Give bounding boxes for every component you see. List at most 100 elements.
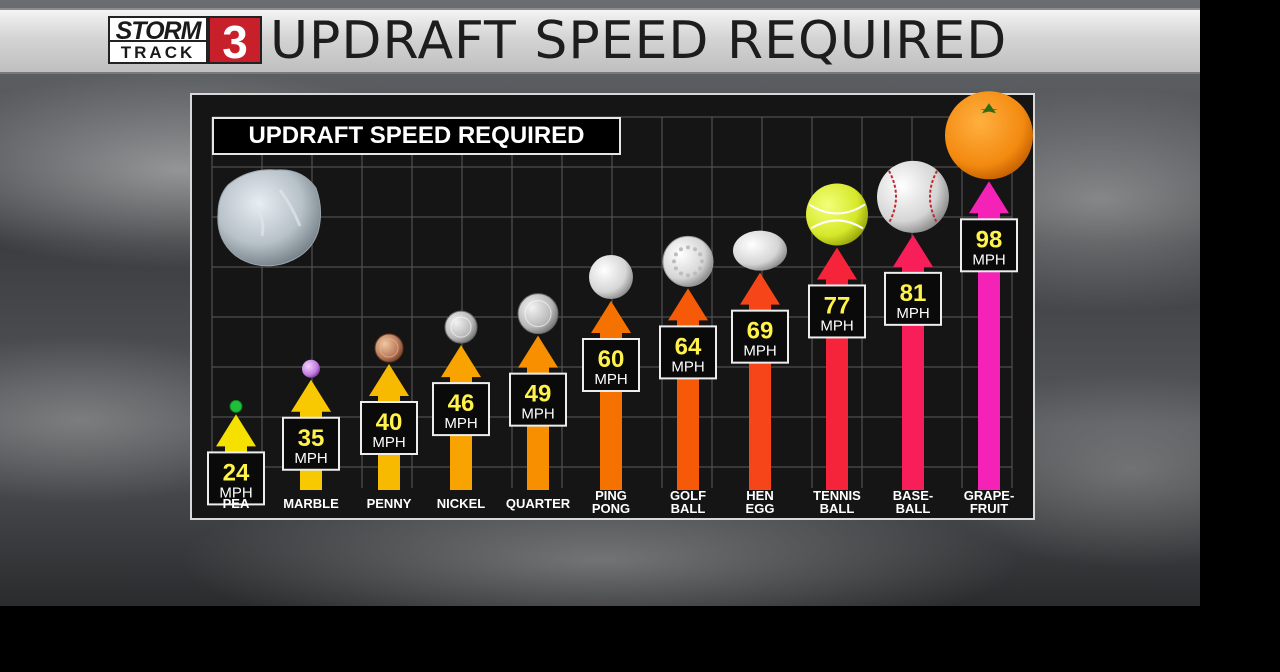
category-label: NICKEL (437, 496, 485, 511)
chart-title: UPDRAFT SPEED REQUIRED (212, 117, 621, 155)
bar-arrow-head (591, 301, 631, 333)
category-label: BASE- (893, 488, 933, 503)
bar-arrow-head (441, 345, 481, 378)
value-label-box (884, 271, 942, 326)
value-unit: MPH (972, 251, 1005, 268)
quarter-icon (517, 293, 559, 335)
pea-icon (229, 399, 243, 413)
category-label: MARBLE (283, 496, 339, 511)
golf-ball-icon (662, 235, 714, 287)
value-number: 77 (824, 292, 851, 319)
grapefruit-icon (945, 91, 1033, 180)
value-unit: MPH (743, 343, 776, 360)
header-banner: STORM TRACK 3 UPDRAFT SPEED REQUIRED (0, 8, 1200, 74)
storm-track-3-logo: STORM TRACK 3 (108, 16, 262, 66)
side-bar (1200, 0, 1280, 672)
category-label: HEN (746, 488, 773, 503)
category-label: PING (595, 488, 627, 503)
bar-arrow-head (369, 364, 409, 396)
value-unit: MPH (294, 450, 327, 467)
penny-icon (374, 333, 404, 363)
letterbox-bar (0, 606, 1280, 672)
chart-marks: 24MPHPEA35MPHMARBLE40MPHPENNY46MPHNICKEL… (207, 91, 1033, 516)
bar-arrow-head (817, 247, 857, 280)
value-label-box (432, 382, 490, 437)
value-unit: MPH (594, 371, 627, 388)
value-unit: MPH (219, 484, 252, 501)
value-number: 24 (223, 459, 250, 486)
bar-arrow-head (291, 379, 331, 412)
value-unit: MPH (820, 317, 853, 334)
value-number: 49 (525, 381, 552, 408)
bar-arrow-head (740, 272, 780, 305)
value-number: 81 (900, 280, 927, 307)
hen-egg-icon (733, 230, 787, 271)
category-label: BALL (896, 501, 931, 516)
value-label-box (582, 338, 640, 392)
logo-track-text: TRACK (108, 42, 208, 64)
logo-storm-text: STORM (108, 16, 208, 44)
category-label: EGG (746, 501, 775, 516)
value-label-box (360, 401, 418, 455)
ping-pong-icon (589, 255, 633, 299)
hailstone-icon (217, 169, 322, 267)
category-label: PEA (223, 496, 250, 511)
value-unit: MPH (896, 305, 929, 322)
value-number: 69 (747, 318, 774, 345)
category-label: BALL (820, 501, 855, 516)
value-number: 40 (376, 409, 403, 436)
nickel-icon (444, 310, 478, 344)
value-label-box (207, 451, 265, 506)
tennis-ball-icon (806, 183, 868, 246)
value-label-box (282, 416, 340, 471)
category-label: GRAPE- (964, 488, 1015, 503)
value-unit: MPH (444, 415, 477, 432)
value-label-box (509, 372, 567, 427)
category-label: PONG (592, 501, 630, 516)
bar-arrow-head (216, 414, 256, 447)
value-label-box (960, 218, 1018, 273)
category-label: PENNY (367, 496, 412, 511)
baseball-icon (877, 160, 949, 233)
bar-arrow-head (668, 288, 708, 321)
bar-arrow-head (969, 181, 1009, 214)
category-label: FRUIT (970, 501, 1008, 516)
value-unit: MPH (372, 434, 405, 451)
bar-arrow-head (518, 335, 558, 368)
value-number: 60 (598, 346, 625, 373)
category-label: QUARTER (506, 496, 571, 511)
category-label: GOLF (670, 488, 706, 503)
value-unit: MPH (671, 358, 704, 375)
banner-title: UPDRAFT SPEED REQUIRED (270, 11, 1008, 71)
value-unit: MPH (521, 406, 554, 423)
logo-channel-number: 3 (208, 16, 262, 66)
bar-arrow (978, 211, 1000, 491)
marble-icon (302, 359, 320, 378)
category-label: BALL (671, 501, 706, 516)
value-number: 64 (675, 333, 702, 360)
value-number: 98 (976, 226, 1003, 253)
value-number: 46 (448, 390, 475, 417)
value-label-box (659, 325, 717, 380)
value-number: 35 (298, 425, 325, 452)
